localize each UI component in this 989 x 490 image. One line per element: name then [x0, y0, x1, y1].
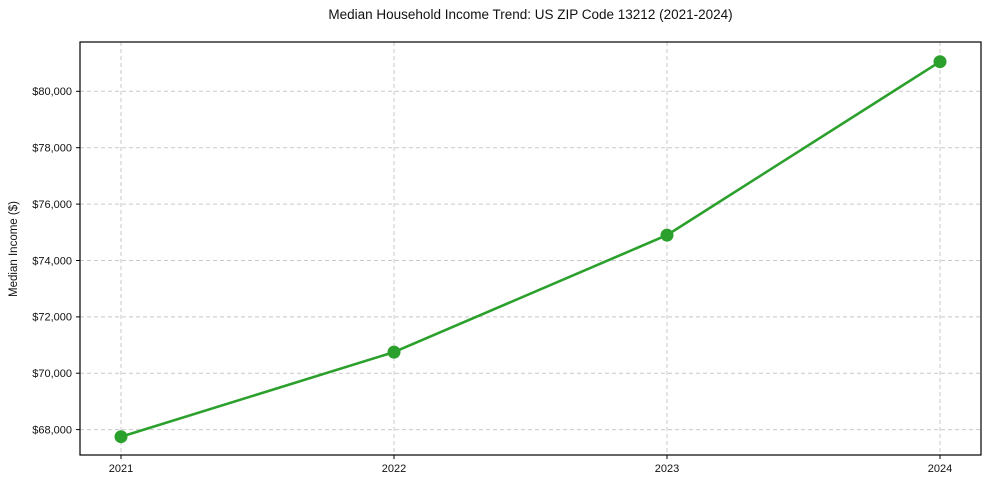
- y-tick-label: $68,000: [32, 424, 72, 436]
- x-tick-label: 2021: [109, 463, 133, 475]
- y-tick-label: $78,000: [32, 143, 72, 155]
- data-point-2021: [114, 430, 128, 444]
- plot-border: [79, 41, 982, 456]
- x-tick-label: 2023: [655, 463, 679, 475]
- x-tick-label: 2024: [928, 463, 952, 475]
- chart-title: Median Household Income Trend: US ZIP Co…: [328, 7, 733, 22]
- plot-background: [80, 42, 981, 455]
- data-point-2023: [660, 228, 674, 242]
- y-tick-label: $70,000: [32, 368, 72, 380]
- x-tick-label: 2022: [382, 463, 406, 475]
- data-point-2024: [933, 55, 947, 69]
- data-point-2022: [387, 345, 401, 359]
- y-tick-label: $80,000: [32, 86, 72, 98]
- y-tick-label: $72,000: [32, 312, 72, 324]
- income-trend-line: [119, 60, 942, 439]
- y-tick-label: $74,000: [32, 255, 72, 267]
- y-tick-label: $76,000: [32, 199, 72, 211]
- y-axis-label: Median Income ($): [8, 201, 20, 297]
